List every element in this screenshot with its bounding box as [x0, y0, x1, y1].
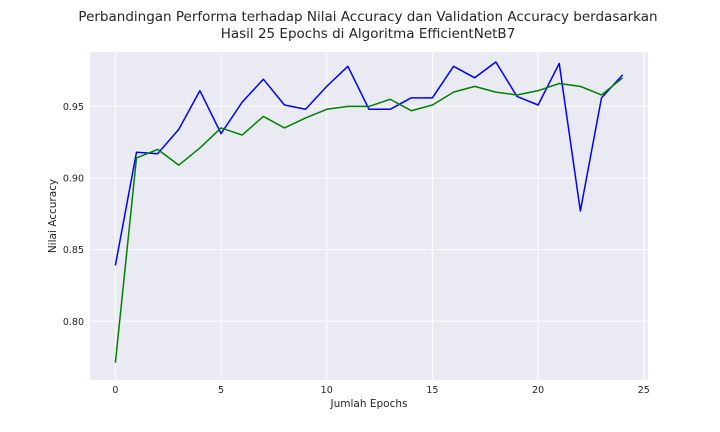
y-tick-label: 0.90 [63, 174, 84, 185]
x-tick-label: 20 [532, 385, 544, 396]
grid-lines [90, 52, 648, 380]
chart-title-line-1: Perbandingan Performa terhadap Nilai Acc… [78, 9, 658, 25]
accuracy-series-line [114, 61, 624, 266]
y-axis-label: Nilai Accuracy [47, 179, 59, 253]
x-tick-label: 25 [638, 385, 650, 396]
tick-labels: 0 5 10 15 20 25 0.80 0.85 0.90 0.95 [63, 102, 650, 396]
chart-title-line-2: Hasil 25 Epochs di Algoritma EfficientNe… [220, 26, 516, 42]
x-tick-label: 15 [426, 385, 438, 396]
y-tick-label: 0.80 [63, 317, 84, 328]
validation-accuracy-series-line [114, 77, 624, 363]
series-lines [114, 61, 624, 363]
y-tick-label: 0.85 [63, 245, 84, 256]
x-tick-label: 10 [321, 385, 333, 396]
x-axis-label: Jumlah Epochs [330, 398, 408, 410]
y-tick-label: 0.95 [63, 102, 84, 113]
chart-title: Perbandingan Performa terhadap Nilai Acc… [0, 9, 720, 43]
x-tick-label: 5 [218, 385, 224, 396]
x-tick-label: 0 [112, 385, 118, 396]
